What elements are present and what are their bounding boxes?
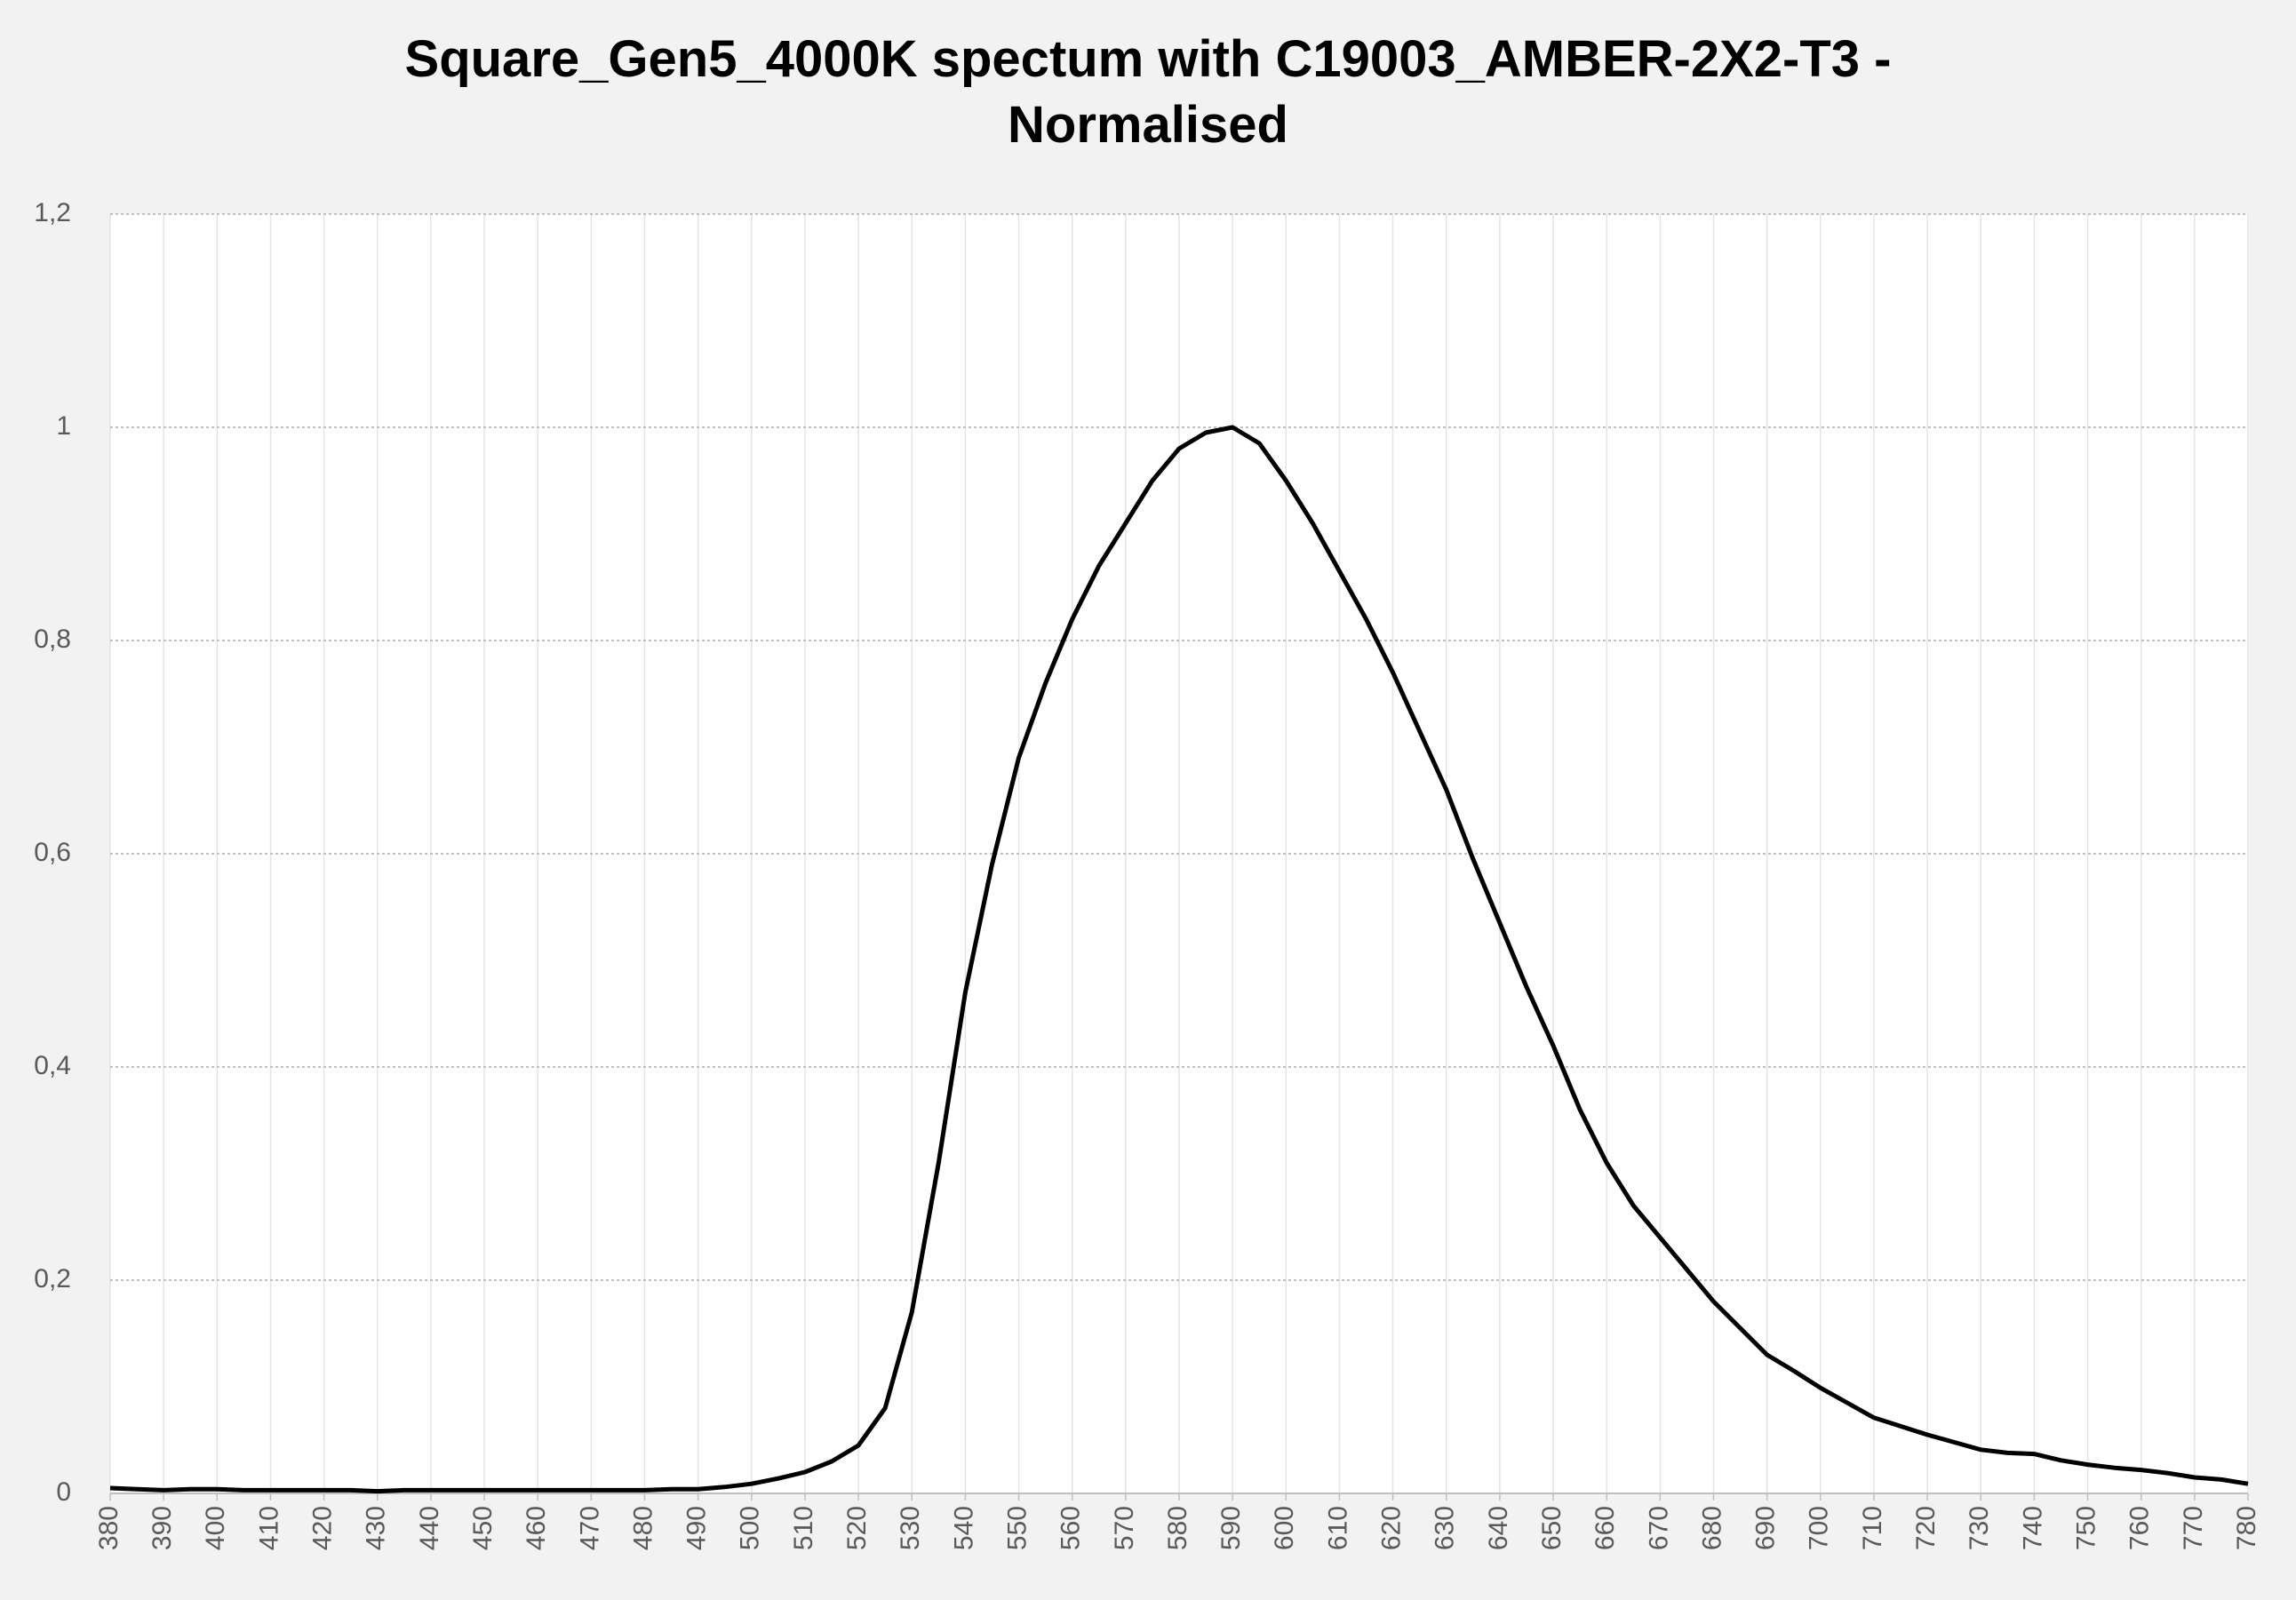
y-tick-label: 1: [56, 411, 71, 441]
x-tick-label: 780: [2232, 1506, 2261, 1550]
x-tick-label: 740: [2018, 1506, 2047, 1550]
y-tick-label: 0,2: [34, 1264, 71, 1294]
x-tick-label: 640: [1484, 1506, 1513, 1550]
x-tick-label: 750: [2071, 1506, 2101, 1550]
x-tick-label: 440: [415, 1506, 444, 1550]
x-tick-label: 760: [2125, 1506, 2155, 1550]
chart-title: Square_Gen5_4000K spectum with C19003_AM…: [404, 30, 1892, 154]
x-tick-label: 670: [1644, 1506, 1673, 1550]
x-tick-label: 630: [1431, 1506, 1460, 1550]
x-tick-label: 480: [628, 1506, 658, 1550]
spectrum-line: [109, 425, 2249, 1494]
x-tick-label: 540: [949, 1506, 978, 1550]
x-tick-label: 410: [254, 1506, 283, 1550]
x-tick-label: 490: [682, 1506, 712, 1550]
x-tick-label: 650: [1537, 1506, 1567, 1550]
x-tick-label: 580: [1163, 1506, 1192, 1550]
x-tick-label: 470: [575, 1506, 604, 1550]
x-tick-label: 560: [1056, 1506, 1086, 1550]
x-tick-label: 500: [736, 1506, 765, 1550]
y-tick-label: 0,4: [34, 1051, 71, 1080]
x-tick-label: 770: [2179, 1506, 2208, 1550]
x-tick-label: 600: [1270, 1506, 1299, 1550]
x-tick-label: 430: [362, 1506, 391, 1550]
x-tick-label: 620: [1377, 1506, 1407, 1550]
x-tick-label: 380: [94, 1506, 124, 1550]
x-tick-label: 420: [308, 1506, 338, 1550]
x-tick-label: 400: [201, 1506, 230, 1550]
y-tick-label: 0,8: [34, 625, 71, 654]
x-tick-label: 720: [1911, 1506, 1941, 1550]
y-tick-label: 0: [56, 1477, 71, 1507]
x-tick-label: 450: [468, 1506, 498, 1550]
x-tick-label: 610: [1323, 1506, 1352, 1550]
x-tick-label: 590: [1216, 1506, 1246, 1550]
y-tick-label: 0,6: [34, 838, 71, 867]
x-tick-label: 700: [1805, 1506, 1834, 1550]
y-tick-label: 1,2: [34, 198, 71, 227]
x-tick-label: 570: [1110, 1506, 1139, 1550]
x-tick-label: 660: [1590, 1506, 1620, 1550]
x-tick-label: 680: [1697, 1506, 1726, 1550]
x-tick-label: 550: [1002, 1506, 1032, 1550]
x-tick-label: 730: [1965, 1506, 1994, 1550]
x-tick-label: 530: [896, 1506, 925, 1550]
x-tick-label: 460: [522, 1506, 551, 1550]
x-tick-label: 510: [789, 1506, 818, 1550]
x-tick-label: 690: [1751, 1506, 1781, 1550]
x-tick-label: 390: [147, 1506, 177, 1550]
x-tick-label: 710: [1858, 1506, 1887, 1550]
x-tick-label: 520: [842, 1506, 872, 1550]
